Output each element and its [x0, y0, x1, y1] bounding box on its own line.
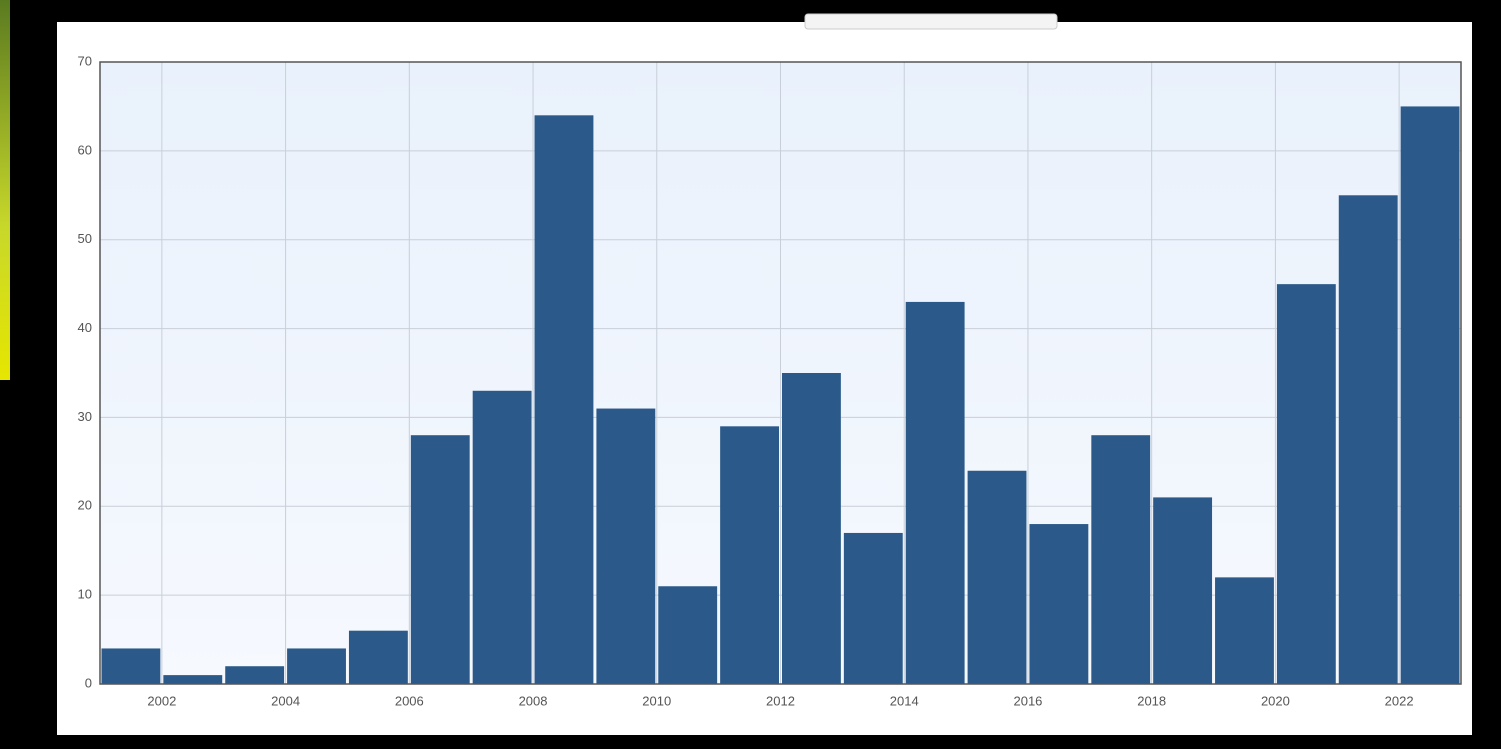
y-tick-label: 40 — [78, 320, 92, 335]
y-tick-label: 30 — [78, 409, 92, 424]
bar — [658, 586, 718, 684]
y-tick-label: 50 — [78, 231, 92, 246]
x-tick-label: 2006 — [395, 693, 424, 708]
x-tick-label: 2002 — [147, 693, 176, 708]
x-tick-label: 2020 — [1261, 693, 1290, 708]
bar — [1091, 435, 1151, 684]
x-tick-label: 2022 — [1385, 693, 1414, 708]
bar — [410, 435, 470, 684]
y-tick-label: 70 — [78, 53, 92, 68]
x-tick-label: 2008 — [519, 693, 548, 708]
bar — [1029, 524, 1089, 684]
bar — [1338, 195, 1398, 685]
y-tick-label: 10 — [78, 587, 92, 602]
x-tick-label: 2004 — [271, 693, 300, 708]
bar — [534, 115, 594, 685]
x-tick-label: 2016 — [1013, 693, 1042, 708]
bar — [843, 532, 903, 684]
bar — [905, 301, 965, 684]
bar — [967, 470, 1027, 684]
background-image — [0, 0, 10, 380]
bar — [472, 390, 532, 684]
x-tick-label: 2018 — [1137, 693, 1166, 708]
x-tick-label: 2014 — [890, 693, 919, 708]
bar — [720, 426, 779, 684]
bar — [348, 630, 408, 684]
bar — [1400, 106, 1460, 684]
bar — [1153, 497, 1213, 684]
x-tick-label: 2010 — [642, 693, 671, 708]
bar — [163, 675, 223, 684]
toolbar-button[interactable] — [804, 13, 1058, 30]
x-tick-label: 2012 — [766, 693, 795, 708]
bar — [225, 666, 285, 684]
plot-frame — [99, 61, 1462, 685]
bar — [1276, 284, 1336, 684]
bar — [287, 648, 346, 684]
bar — [101, 648, 161, 684]
y-tick-label: 0 — [85, 675, 92, 690]
bar — [782, 373, 841, 684]
y-tick-label: 60 — [78, 142, 92, 157]
y-tick-label: 20 — [78, 498, 92, 513]
bar — [1215, 577, 1274, 684]
bar — [596, 408, 656, 684]
